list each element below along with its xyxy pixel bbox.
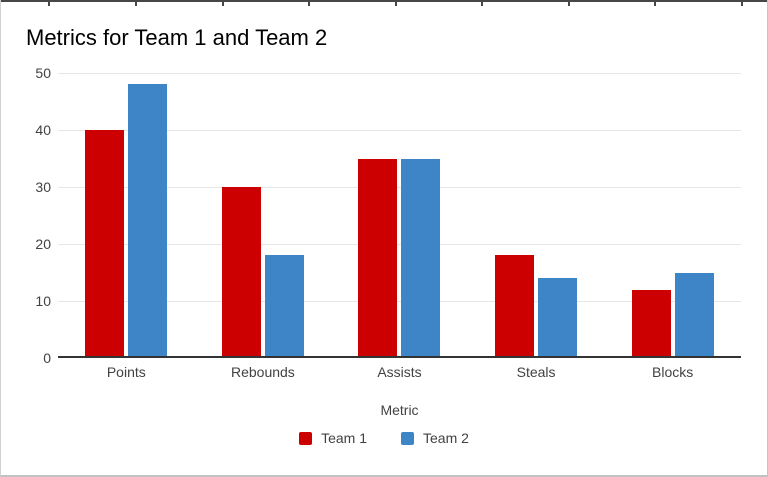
bar-team-1-points[interactable] bbox=[85, 130, 125, 358]
gridline bbox=[58, 243, 741, 245]
x-tick-label-assists: Assists bbox=[377, 364, 422, 380]
bar-group-rebounds bbox=[221, 187, 304, 358]
gridline bbox=[58, 300, 741, 302]
bar-team-1-rebounds[interactable] bbox=[221, 187, 261, 358]
y-axis-labels: 0 10 20 30 40 50 bbox=[1, 65, 51, 366]
spreadsheet-column-edge bbox=[654, 2, 656, 6]
x-tick-label-points: Points bbox=[106, 364, 146, 380]
bar-team-2-blocks[interactable] bbox=[674, 272, 714, 358]
bar-group-assists bbox=[358, 158, 441, 358]
bar-team-2-steals[interactable] bbox=[538, 278, 578, 358]
spreadsheet-column-edge bbox=[568, 2, 570, 6]
spreadsheet-column-edge bbox=[481, 2, 483, 6]
bar-team-1-assists[interactable] bbox=[358, 158, 398, 358]
spreadsheet-column-edge bbox=[48, 2, 50, 6]
y-tick-label-20: 20 bbox=[35, 236, 51, 252]
x-tick-label-blocks: Blocks bbox=[652, 364, 694, 380]
y-tick-label-30: 30 bbox=[35, 179, 51, 195]
y-tick-label-10: 10 bbox=[35, 293, 51, 309]
legend-label: Team 2 bbox=[423, 430, 469, 446]
spreadsheet-column-edge bbox=[135, 2, 137, 6]
y-tick-label-40: 40 bbox=[35, 122, 51, 138]
bar-team-2-assists[interactable] bbox=[401, 158, 441, 358]
legend-item-team-1[interactable]: Team 1 bbox=[299, 430, 367, 446]
gridline bbox=[58, 72, 741, 74]
bar-group-points bbox=[85, 84, 168, 358]
gridline bbox=[58, 129, 741, 131]
spreadsheet-column-edge bbox=[308, 2, 310, 6]
spreadsheet-row-edge bbox=[1, 0, 767, 2]
plot-area bbox=[58, 72, 741, 358]
bars bbox=[58, 73, 741, 358]
legend-item-team-2[interactable]: Team 2 bbox=[401, 430, 469, 446]
bar-group-steals bbox=[495, 255, 578, 358]
x-tick-label-rebounds: Rebounds bbox=[230, 364, 295, 380]
y-tick-label-0: 0 bbox=[43, 350, 51, 366]
x-axis-title: Metric bbox=[380, 402, 419, 418]
spreadsheet-column-edge bbox=[222, 2, 224, 6]
legend-swatch-team-1 bbox=[299, 431, 313, 445]
spreadsheet-column-edge bbox=[395, 2, 397, 6]
x-axis-line bbox=[58, 356, 741, 358]
x-axis-labels: Points Rebounds Assists Steals Blocks bbox=[58, 364, 741, 380]
legend: Team 1 Team 2 bbox=[1, 430, 767, 446]
x-tick-label-steals: Steals bbox=[516, 364, 556, 380]
bar-team-2-points[interactable] bbox=[128, 84, 168, 358]
gridline bbox=[58, 186, 741, 188]
bar-team-2-rebounds[interactable] bbox=[264, 255, 304, 358]
bar-team-1-steals[interactable] bbox=[495, 255, 535, 358]
spreadsheet-column-edge bbox=[741, 2, 743, 6]
bar-team-1-blocks[interactable] bbox=[631, 289, 671, 358]
legend-label: Team 1 bbox=[321, 430, 367, 446]
y-tick-label-50: 50 bbox=[35, 65, 51, 81]
chart-title: Metrics for Team 1 and Team 2 bbox=[26, 25, 328, 50]
bar-group-blocks bbox=[631, 272, 714, 358]
legend-swatch-team-2 bbox=[401, 431, 414, 445]
